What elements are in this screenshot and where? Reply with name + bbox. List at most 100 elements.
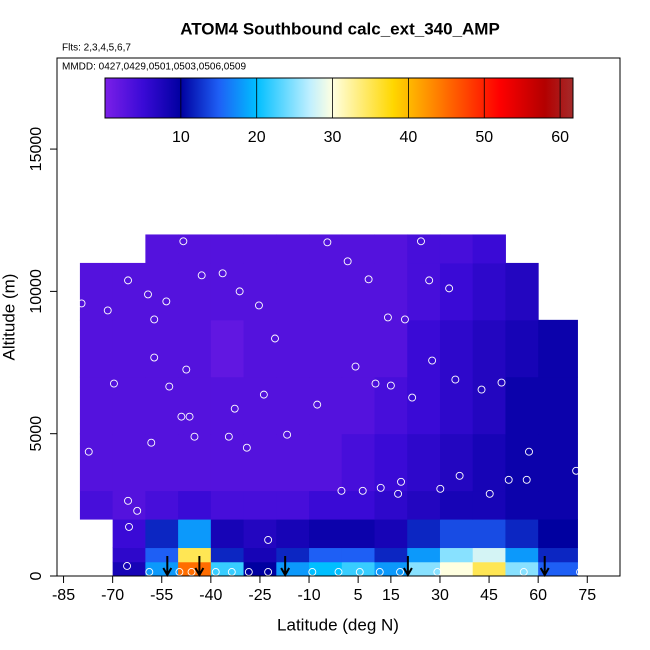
- heat-cell: [79, 376, 114, 435]
- sample-point: [522, 475, 531, 484]
- sample-point: [182, 365, 191, 374]
- x-axis-label: Latitude (deg N): [277, 615, 399, 634]
- heat-cell: [79, 433, 114, 492]
- x-tick-label: 60: [529, 587, 547, 604]
- profile-arrow: [280, 556, 291, 578]
- sample-point: [124, 496, 132, 505]
- sample-point: [525, 447, 533, 456]
- colorbar-tick-label: 20: [248, 129, 266, 146]
- sample-point: [397, 477, 405, 486]
- sample-point: [264, 568, 273, 576]
- sample-point: [433, 568, 442, 576]
- sample-point: [185, 412, 194, 421]
- x-tick-label: -40: [199, 587, 222, 604]
- sample-point: [130, 248, 139, 257]
- heat-cell: [439, 234, 474, 264]
- sample-point: [244, 568, 253, 576]
- sample-point: [179, 237, 188, 246]
- sample-point: [364, 275, 373, 284]
- dates-label: MMDD: 0427,0429,0501,0503,0506,0509: [62, 62, 246, 73]
- heat-cell: [309, 547, 343, 563]
- heat-cell: [178, 519, 212, 549]
- heat-cell: [538, 319, 578, 378]
- overlay: [77, 237, 585, 578]
- heat-cell: [439, 490, 474, 520]
- sample-point: [334, 568, 343, 576]
- heat-cell: [210, 319, 245, 378]
- heat-cell: [439, 319, 474, 378]
- heat-cell: [341, 319, 376, 378]
- heat-cell: [243, 234, 277, 264]
- heat-cell: [538, 376, 578, 435]
- heat-cell: [472, 519, 506, 549]
- sample-point: [417, 237, 425, 246]
- heat-cell: [374, 547, 408, 563]
- sample-point: [308, 568, 317, 576]
- sample-point: [133, 506, 142, 515]
- y-tick-label: 0: [28, 571, 45, 580]
- heat-cell: [79, 262, 114, 321]
- x-tick-label: 30: [431, 587, 449, 604]
- sample-point: [255, 301, 263, 310]
- heat-cell: [112, 433, 146, 492]
- heat-cell: [538, 490, 578, 520]
- heat-cell: [210, 433, 245, 492]
- heat-cell: [341, 234, 376, 264]
- heat-cell: [309, 376, 343, 435]
- sample-point: [264, 535, 273, 544]
- sample-point: [165, 382, 174, 391]
- sample-point: [145, 568, 154, 576]
- heat-cell: [243, 547, 277, 563]
- heat-cell: [439, 262, 474, 321]
- heat-cell: [210, 490, 245, 520]
- sample-point: [428, 356, 437, 365]
- colorbar-tick-label: 40: [400, 129, 418, 146]
- heat-cell: [210, 234, 245, 264]
- sample-point: [235, 287, 244, 296]
- colorbar: [104, 77, 574, 119]
- heat-cell: [341, 490, 376, 520]
- heat-cell: [178, 433, 212, 492]
- heat-cell: [210, 519, 245, 549]
- heat-cell: [145, 262, 179, 321]
- heat-cell: [243, 433, 277, 492]
- colorbar-tick-label: 30: [324, 129, 342, 146]
- sample-point: [445, 284, 454, 293]
- heat-cell: [210, 547, 245, 563]
- sample-point: [187, 568, 196, 576]
- heat-cell: [439, 519, 474, 549]
- heat-cell: [309, 561, 343, 577]
- heat-cell: [407, 433, 441, 492]
- heat-cell: [112, 376, 146, 435]
- sample-point: [242, 443, 251, 452]
- sample-point: [351, 362, 360, 371]
- sample-point: [455, 471, 464, 480]
- sample-point: [190, 432, 199, 441]
- heat-cell: [472, 376, 506, 435]
- heat-cell: [210, 561, 245, 577]
- heat-cell: [309, 490, 343, 520]
- sample-point: [576, 568, 585, 576]
- heat-cell: [341, 376, 376, 435]
- heat-cell: [178, 234, 212, 264]
- heat-cell: [505, 547, 539, 563]
- heat-cell: [538, 547, 578, 563]
- heat-cell: [439, 561, 474, 577]
- heat-cell: [439, 433, 474, 492]
- heat-cell: [374, 519, 408, 549]
- heat-cell: [243, 519, 277, 549]
- heat-cell: [145, 561, 179, 577]
- sample-point: [371, 379, 380, 388]
- heat-cell: [145, 319, 179, 378]
- heat-cell: [112, 547, 146, 563]
- heat-cell: [178, 376, 212, 435]
- heat-cell: [472, 433, 506, 492]
- sample-point: [451, 375, 460, 384]
- sample-point: [218, 269, 227, 278]
- sample-point: [259, 390, 268, 399]
- sample-point: [497, 378, 506, 387]
- heat-cell: [276, 433, 310, 492]
- x-tick-label: -55: [150, 587, 173, 604]
- heat-cell: [472, 490, 506, 520]
- sample-point: [572, 466, 581, 475]
